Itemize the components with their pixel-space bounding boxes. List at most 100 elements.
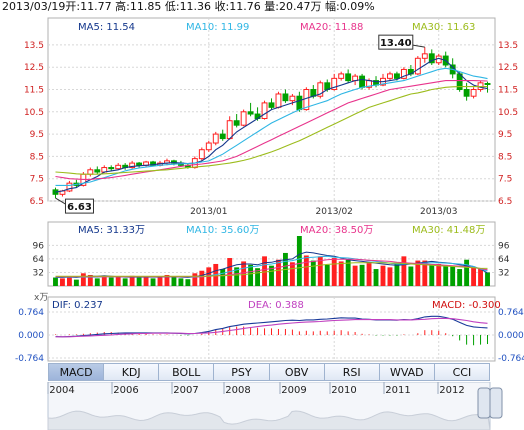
indicator-tabs: MACD KDJ BOLL PSY OBV RSI WVAD CCI [48, 363, 490, 381]
tab-obv[interactable]: OBV [269, 363, 325, 381]
candle-body [387, 73, 393, 79]
price-tick-left: 11.5 [24, 86, 44, 96]
timeline-handle-right[interactable] [489, 387, 503, 419]
candle-body [428, 53, 435, 64]
volume-bar [324, 264, 330, 286]
candle-body [289, 95, 296, 102]
max-pointer [412, 44, 425, 48]
candle-body [359, 75, 366, 88]
volume-label: 量: [264, 0, 279, 13]
price-tick-right: 11.5 [498, 86, 518, 96]
tab-boll[interactable]: BOLL [159, 363, 215, 381]
timeline-handle-left[interactable] [477, 387, 491, 419]
candle-body [393, 73, 400, 79]
vol-tick-left: 96 [33, 241, 45, 251]
volume-bar [248, 264, 254, 286]
candle-body [108, 167, 115, 170]
volume-bar [338, 261, 344, 286]
max-label-box [378, 34, 414, 50]
volume-bar [457, 269, 463, 286]
volume-bar [464, 259, 470, 286]
volume-bar [394, 263, 400, 286]
volume-bar [115, 276, 121, 286]
tab-wvad[interactable]: WVAD [379, 363, 435, 381]
candle-body [268, 102, 275, 108]
volume-bar [310, 260, 316, 286]
volume-bar [60, 278, 65, 286]
candle-body [282, 93, 289, 102]
volume-bar [262, 256, 267, 286]
macd-legend-dea: DEA: 0.388 [248, 300, 304, 311]
candle-body [261, 102, 268, 119]
volume-bar [87, 274, 93, 286]
tab-psy[interactable]: PSY [214, 363, 270, 381]
change-label: 幅: [325, 0, 340, 13]
volume-bar [422, 260, 428, 286]
macd-tick-right: -0.764 [498, 354, 524, 362]
candle-body [198, 149, 205, 160]
candle-body [87, 169, 94, 175]
tab-rsi[interactable]: RSI [324, 363, 380, 381]
date-tick-label: 2013/03 [420, 207, 457, 217]
volume-bar [94, 278, 100, 286]
date-tick-label: 2013/01 [190, 207, 227, 217]
volume-bar [373, 269, 379, 286]
vol-tick-left: 64 [33, 255, 45, 265]
volume-value: 20.47万 [279, 0, 322, 13]
candle-body [129, 162, 136, 169]
volume-bar [185, 279, 191, 286]
price-tick-left: 6.5 [30, 197, 44, 207]
candle-body [94, 169, 101, 173]
candle-body [400, 68, 407, 79]
volume-bar [255, 268, 261, 286]
volume-bar [150, 278, 156, 286]
vol-legend-ma20: MA20: 38.50万 [300, 225, 373, 236]
timeline-history-area [47, 410, 491, 430]
macd-tick-left: -0.764 [15, 354, 44, 362]
volume-bar [289, 262, 295, 286]
price-tick-left: 12.5 [24, 63, 44, 73]
timeline-year-label: 2008 [225, 385, 250, 396]
price-ma10-line [55, 67, 488, 186]
vol-tick-right: 64 [498, 255, 510, 265]
volume-bar [66, 276, 72, 286]
candle-body [247, 111, 254, 115]
volume-bar [352, 265, 358, 286]
macd-tick-right: 0.764 [498, 308, 524, 318]
candle-body [115, 164, 122, 170]
price-ma20-line [55, 80, 488, 180]
tab-kdj[interactable]: KDJ [104, 363, 160, 381]
dif-line [55, 315, 488, 338]
volume-bar [178, 278, 184, 286]
chart-canvas: 6.5 6.5 7.5 7.5 8.5 8.5 9.5 9.5 10.5 10.5 11.5 11.5… [15, 17, 524, 362]
volume-bar [303, 255, 309, 286]
volume-bar [136, 277, 142, 286]
close-value: 11.76 [229, 0, 261, 13]
volume-bar [101, 275, 107, 286]
price-tick-left: 13.5 [24, 41, 44, 51]
timeline-year-label: 2012 [439, 385, 464, 396]
tab-cci[interactable]: CCI [434, 363, 490, 381]
volume-bar [443, 265, 449, 286]
min-price-label: 6.63 [67, 202, 92, 213]
volume-bar [331, 258, 337, 286]
timeline-year-label: 2009 [281, 385, 306, 396]
low-label: 低: [164, 0, 180, 13]
volume-bar [401, 256, 407, 286]
timeline-navigator[interactable]: 2004 2006 2007 2008 2009 2010 2011 2012 [0, 382, 524, 430]
volume-bar [192, 273, 198, 286]
volume-bar [143, 276, 149, 286]
change-value: 0.09% [339, 0, 375, 13]
tab-macd[interactable]: MACD [48, 363, 105, 381]
candle-body [470, 89, 477, 97]
candle-body [233, 120, 240, 126]
close-label: 收: [214, 0, 230, 13]
low-value: 11.36 [179, 0, 212, 13]
timeline-year-label: 2004 [49, 385, 74, 396]
candle-body [66, 182, 73, 192]
candle-body [296, 95, 303, 111]
volume-bar [478, 269, 483, 286]
candle-body [275, 93, 282, 108]
volume-bar [380, 265, 386, 286]
price-tick-right: 9.5 [498, 130, 512, 140]
